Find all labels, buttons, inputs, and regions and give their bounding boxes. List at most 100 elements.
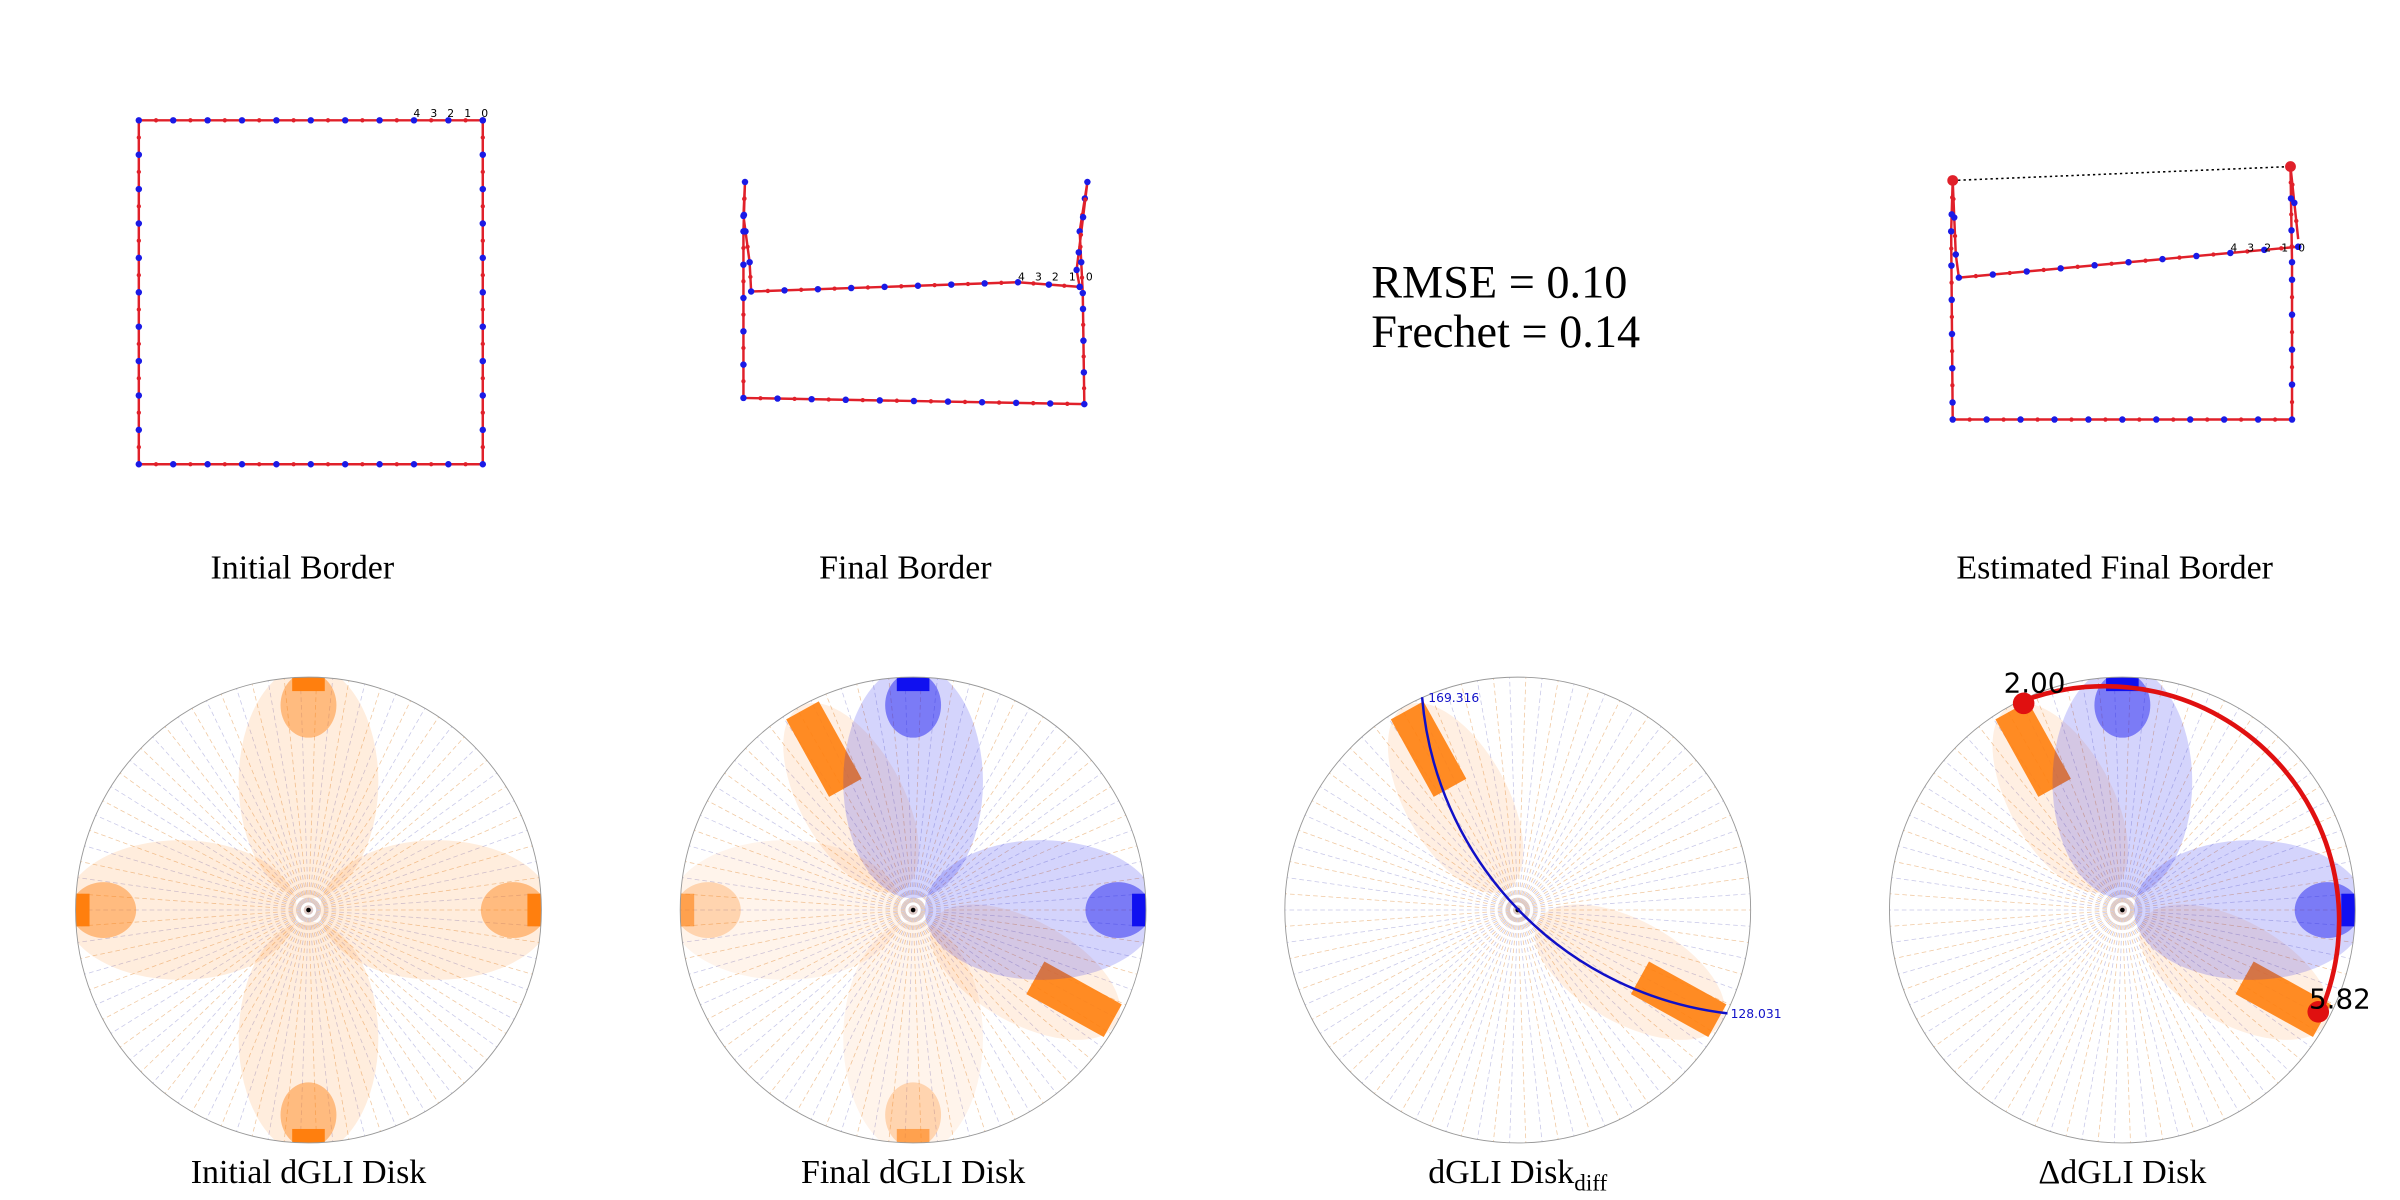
blob-core (896, 1128, 930, 1143)
border-point (169, 461, 177, 468)
border-point (2109, 261, 2114, 266)
border-point (741, 178, 749, 186)
border-title: Estimated Final Border (1956, 549, 2273, 586)
radial-line (2113, 677, 2123, 911)
radial-line (1517, 909, 1742, 975)
border-point (1973, 273, 1978, 279)
border-point (1952, 233, 1958, 239)
blob-core (896, 677, 930, 692)
border-point (445, 117, 452, 124)
radial-line (1304, 814, 1518, 911)
index-label: 0 (1086, 271, 1093, 284)
radial-line (2121, 909, 2164, 1140)
arc-end (2307, 1001, 2330, 1023)
radial-line (810, 909, 914, 1120)
border-point (307, 117, 315, 124)
radial-line (308, 716, 440, 911)
radial-line (2122, 909, 2267, 1094)
radial-line (734, 760, 914, 911)
radial-line (2065, 683, 2123, 911)
radial-line (177, 909, 309, 1104)
radial-line (1517, 786, 1716, 911)
radial-line (308, 747, 477, 911)
border-point (429, 118, 434, 123)
radial-line (251, 683, 309, 911)
radial-line (1933, 772, 2123, 911)
radial-line (308, 909, 350, 1140)
border-point (1952, 251, 1960, 258)
radial-line (912, 726, 1057, 911)
radial-line (1517, 909, 1591, 1132)
radial-line (308, 909, 540, 943)
radial-line (1320, 786, 1518, 911)
disk-outline (1284, 676, 1752, 1144)
radial-line (1517, 693, 1606, 911)
border-panel: 4 3 2 1 0 Initial Border (135, 107, 488, 586)
disk-title: dGLI Diskdiff (1428, 1154, 1607, 1197)
radial-line (1954, 747, 2123, 911)
radial-line (912, 909, 970, 1137)
radial-line (1978, 909, 2123, 1094)
rmse-text: RMSE = 0.10 (1371, 258, 1627, 309)
radial-line (129, 760, 309, 911)
border-point (1073, 266, 1080, 274)
radial-line (1991, 909, 2123, 1104)
radial-line (912, 814, 1127, 911)
border-point (1949, 314, 1955, 320)
radial-line (1517, 772, 1707, 911)
radial-line (2121, 909, 2148, 1142)
radial-line (2122, 909, 2342, 991)
border-point (1948, 262, 1955, 269)
radial-line (685, 909, 914, 959)
radial-line (782, 909, 914, 1104)
radial-line (1517, 909, 1559, 1140)
border-point (1084, 178, 1091, 186)
radial-line (1461, 683, 1519, 911)
radial-line (1966, 736, 2123, 911)
border-point (1031, 401, 1036, 406)
radial-line (1891, 909, 2123, 943)
border-point (741, 379, 746, 384)
border-point (1079, 275, 1085, 280)
radial-line (164, 909, 309, 1094)
radial-line (707, 909, 914, 1020)
frechet-text: Frechet = 0.14 (1371, 307, 1640, 358)
radial-line (1909, 814, 2123, 911)
blob-halo (320, 840, 542, 980)
radial-line (1349, 909, 1519, 1073)
radial-line (1903, 909, 2123, 991)
border-point (410, 461, 418, 468)
border-point (479, 392, 487, 399)
radial-line (2122, 736, 2279, 911)
border-point (153, 462, 159, 467)
border-point (2289, 364, 2295, 370)
border-point (2261, 246, 2268, 254)
border-point (463, 462, 468, 467)
border-point (814, 285, 822, 293)
blob (680, 840, 902, 980)
border-point (204, 461, 211, 468)
blob-core (680, 893, 695, 927)
border-point (2143, 258, 2148, 263)
disk (1889, 677, 2356, 1143)
radial-line (2097, 909, 2123, 1142)
radial-line (308, 909, 541, 927)
radial-line (1374, 726, 1519, 911)
radial-line (1415, 909, 1519, 1120)
border-panel: 4 3 2 1 0 Final Border (740, 178, 1093, 586)
border-point (135, 151, 143, 158)
radial-line (1361, 909, 1519, 1084)
border-point (2289, 399, 2295, 405)
radial-line (77, 877, 309, 911)
border-point (944, 398, 952, 405)
border-point (153, 118, 159, 123)
radial-line (1517, 800, 1724, 911)
radial-line (1517, 909, 1543, 1142)
border-point (2288, 276, 2296, 283)
border-point (1081, 322, 1086, 327)
radial-line (1293, 845, 1518, 911)
border-point (2288, 258, 2296, 266)
radial-line (308, 772, 498, 911)
border-point (740, 211, 748, 219)
radial-line (912, 716, 1044, 911)
